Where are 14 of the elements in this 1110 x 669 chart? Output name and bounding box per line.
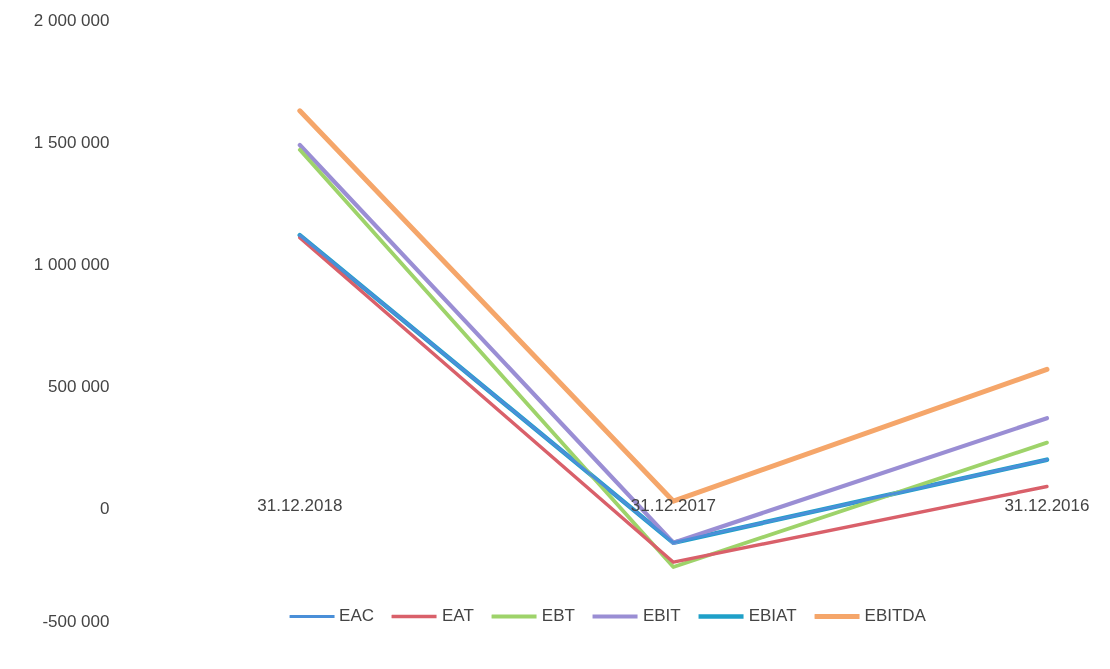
y-tick-label: 2 000 000 [33, 11, 110, 30]
y-tick-label: 0 [100, 499, 110, 518]
x-tick-label: 31.12.2016 [1004, 495, 1090, 515]
legend-label: EAT [442, 606, 474, 626]
y-tick-label: 1 500 000 [33, 133, 110, 152]
x-tick-label: 31.12.2018 [257, 495, 343, 515]
legend-label: EBITDA [864, 606, 926, 626]
y-tick-label: 500 000 [48, 377, 110, 396]
legend-label: EBIT [642, 606, 681, 626]
legend-label: EAC [339, 606, 375, 626]
legend-label: EBT [541, 606, 575, 626]
y-tick-label: -500 000 [42, 611, 110, 631]
y-tick-label: 1 000 000 [33, 255, 110, 274]
legend-label: EBIAT [748, 606, 797, 626]
